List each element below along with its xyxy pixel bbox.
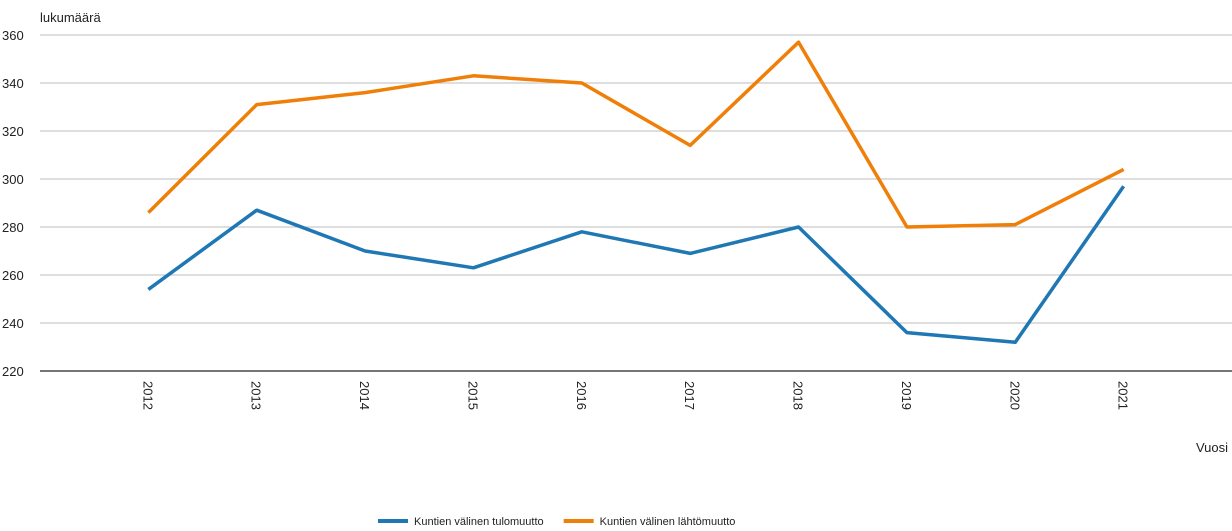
- x-tick-label: 2021: [1116, 381, 1131, 410]
- x-tick-label: 2015: [465, 381, 480, 410]
- data-line: [147, 185, 1126, 344]
- x-tick-label: 2018: [791, 381, 806, 410]
- y-tick-label: 240: [2, 316, 24, 331]
- y-tick-label: 260: [2, 268, 24, 283]
- legend: Kuntien välinen tulomuutto Kuntien väline…: [378, 516, 735, 528]
- x-tick-label: 2013: [249, 381, 264, 410]
- y-tick-label: 300: [2, 172, 24, 187]
- data-line: [147, 40, 1125, 229]
- y-tick-label: 220: [2, 364, 24, 379]
- y-tick-label: 340: [2, 76, 24, 91]
- x-tick-label: 2014: [357, 381, 372, 410]
- legend-label: Kuntien välinen tulomuutto: [414, 516, 544, 528]
- x-tick-label: 2019: [899, 381, 914, 410]
- x-tick-label: 2020: [1007, 381, 1022, 410]
- legend-label: Kuntien välinen lähtömuutto: [600, 516, 736, 528]
- y-tick-label: 320: [2, 124, 24, 139]
- y-axis-label: lukumäärä: [40, 10, 101, 25]
- x-tick-label: 2016: [574, 381, 589, 410]
- x-tick-label: 2017: [682, 381, 697, 410]
- x-axis-label: Vuosi: [1196, 440, 1228, 455]
- x-tick-label: 2012: [140, 381, 155, 410]
- y-tick-label: 360: [2, 28, 24, 43]
- y-tick-label: 280: [2, 220, 24, 235]
